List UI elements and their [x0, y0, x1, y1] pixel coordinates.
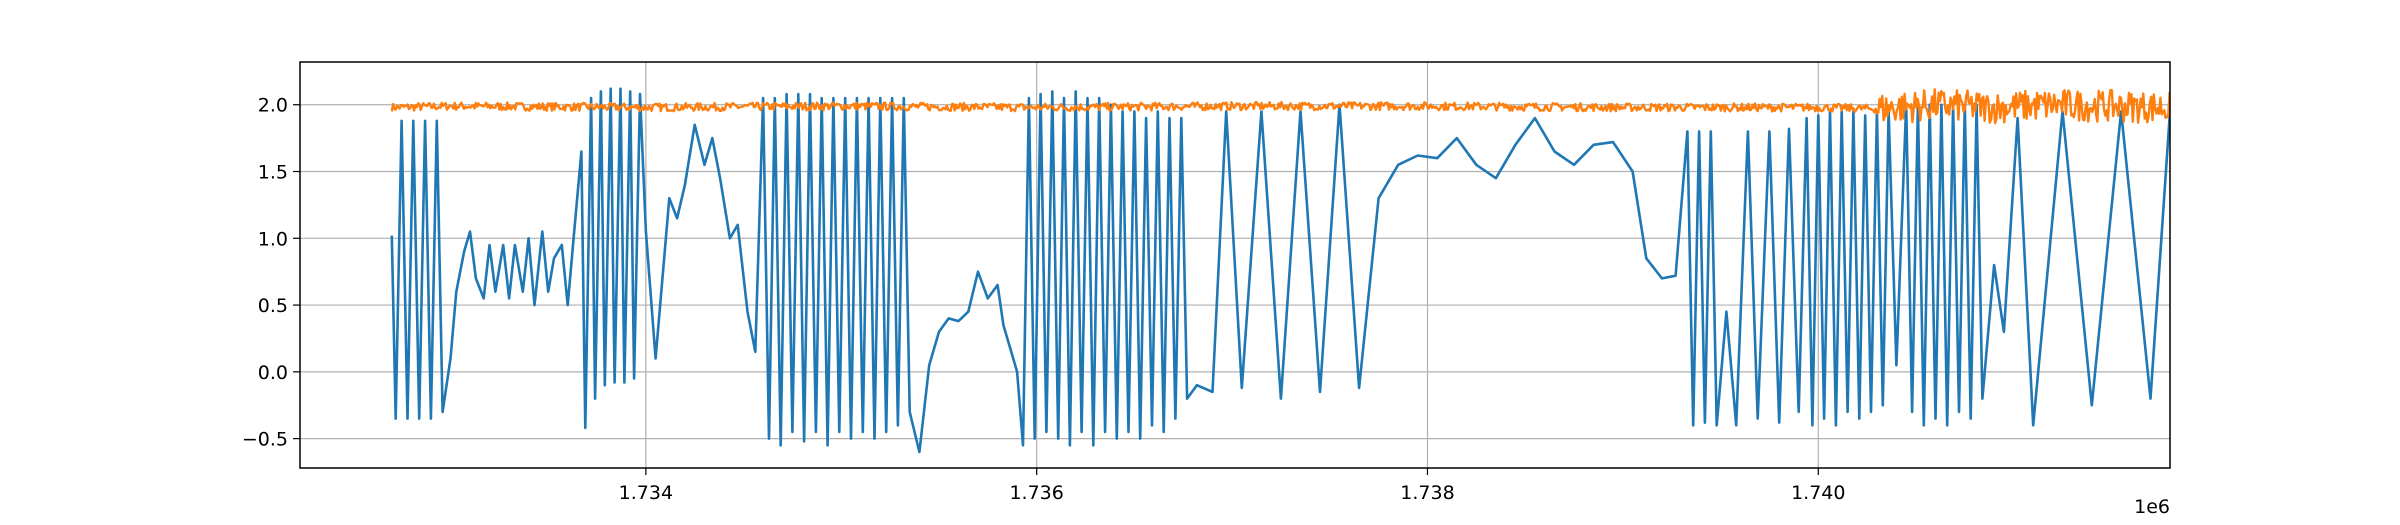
x-axis-ticks: 1.734 1.736 1.738 1.740: [619, 468, 1845, 504]
plot-frame: [299, 61, 2171, 469]
series-1-line: [390, 87, 2170, 454]
y-tick-label: 1.5: [258, 162, 288, 184]
series-2-line: [390, 88, 2170, 125]
y-tick-label: 0.0: [258, 362, 288, 384]
x-tick-label: 1.740: [1791, 482, 1845, 504]
x-tick-label: 1.738: [1400, 482, 1454, 504]
y-tick-label: −0.5: [242, 429, 288, 451]
x-tick-label: 1.736: [1009, 482, 1063, 504]
x-axis-offset-label: 1e6: [2134, 496, 2170, 518]
x-tick-label: 1.734: [619, 482, 673, 504]
y-axis-ticks: −0.5 0.0 0.5 1.0 1.5 2.0: [242, 95, 300, 451]
y-tick-label: 2.0: [258, 95, 288, 117]
y-tick-label: 0.5: [258, 295, 288, 317]
series-group: [390, 87, 2170, 454]
grid-lines: [300, 62, 2170, 468]
y-tick-label: 1.0: [258, 228, 288, 250]
